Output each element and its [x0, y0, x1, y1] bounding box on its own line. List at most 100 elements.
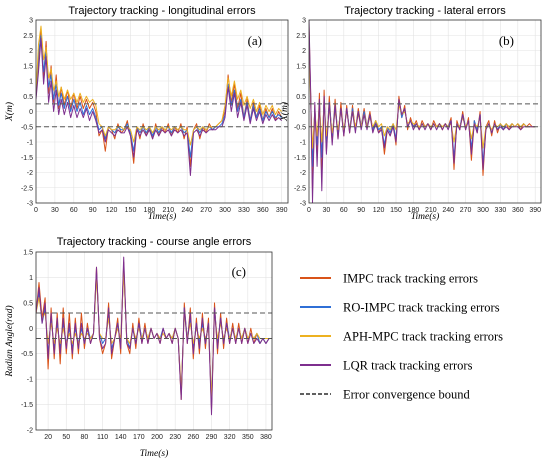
- y-tick-label: -2.5: [294, 185, 306, 192]
- x-tick-label: 90: [357, 207, 365, 214]
- chart-title: Trajectory tracking - lateral errors: [344, 5, 506, 17]
- y-tick-label: 0: [29, 109, 33, 116]
- y-tick-label: -1.5: [21, 155, 33, 162]
- x-tick-label: 150: [390, 207, 402, 214]
- x-tick-label: 300: [477, 207, 489, 214]
- x-tick-label: 240: [181, 207, 193, 214]
- y-tick-label: -1.5: [294, 155, 306, 162]
- x-tick-label: 320: [224, 434, 236, 441]
- x-tick-label: 290: [206, 434, 218, 441]
- x-tick-label: 30: [323, 207, 331, 214]
- x-tick-label: 0: [307, 207, 311, 214]
- x-tick-label: 180: [408, 207, 420, 214]
- y-tick-label: 0.5: [23, 94, 33, 101]
- x-tick-label: 140: [115, 434, 127, 441]
- y-tick-label: 1.5: [23, 63, 33, 70]
- panel-label: (b): [499, 33, 514, 48]
- y-tick-label: 0: [302, 109, 306, 116]
- x-tick-label: 120: [373, 207, 385, 214]
- y-tick-label: 2: [302, 48, 306, 55]
- x-tick-label: 120: [106, 207, 118, 214]
- y-tick-label: -3: [27, 201, 33, 208]
- y-tick-label: -2: [300, 170, 306, 177]
- panel-label: (c): [232, 264, 246, 279]
- x-tick-label: 390: [529, 207, 541, 214]
- y-tick-label: 1: [302, 79, 306, 86]
- x-tick-label: 380: [260, 434, 272, 441]
- y-tick-label: -1: [27, 377, 33, 384]
- plot-frame: [35, 19, 289, 204]
- y-tick-label: -2: [27, 170, 33, 177]
- chart-panel-course-angle: -2 -1.5 -1 -0.5 0 0.5 1 1.5 20 50 80 110 140 170 200 23…: [4, 236, 273, 459]
- x-tick-label: 110: [97, 434, 108, 441]
- x-tick-label: 330: [238, 207, 250, 214]
- x-tick-label: 200: [151, 434, 163, 441]
- x-tick-label: 270: [460, 207, 472, 214]
- legend-label: RO-IMPC track tracking errors: [343, 301, 500, 315]
- series-line-4: [36, 37, 283, 176]
- x-tick-label: 90: [89, 207, 97, 214]
- x-tick-label: 390: [276, 207, 288, 214]
- y-axis-label: X(m): [4, 102, 15, 122]
- chart-panel-longitudinal: -3-2.5-2-1.5-1-0.500.511.522.530 30 60 90 12…: [4, 5, 289, 222]
- x-tick-label: 80: [81, 434, 89, 441]
- x-tick-label: 30: [51, 207, 59, 214]
- x-axis-label: Time(s): [140, 448, 169, 459]
- series-line-4: [36, 256, 270, 416]
- y-tick-label: -0.5: [21, 124, 33, 131]
- x-axis-label: Time(s): [148, 211, 177, 222]
- x-tick-label: 300: [219, 207, 231, 214]
- x-tick-label: 230: [169, 434, 181, 441]
- y-tick-label: 2.5: [296, 33, 306, 40]
- legend-label: APH-MPC track tracking errors: [343, 330, 503, 344]
- legend: IMPC track tracking errors RO-IMPC track …: [300, 272, 503, 402]
- chart-panel-lateral: -3-2.5-2-1.5-1-0.500.511.522.530 30 60 90 12…: [279, 5, 542, 222]
- x-tick-label: 0: [34, 207, 38, 214]
- y-tick-label: -2.5: [21, 185, 33, 192]
- legend-item: IMPC track tracking errors: [300, 272, 478, 286]
- legend-item: Error convergence bound: [300, 388, 471, 402]
- x-tick-label: 210: [425, 207, 437, 214]
- y-tick-label: 2.5: [23, 33, 33, 40]
- chart-title: Trajectory tracking - longitudinal error…: [68, 5, 256, 17]
- x-tick-label: 20: [44, 434, 52, 441]
- legend-label: Error convergence bound: [343, 388, 471, 402]
- legend-item: APH-MPC track tracking errors: [300, 330, 503, 344]
- plot-area: [36, 252, 272, 430]
- x-tick-label: 360: [257, 207, 269, 214]
- plot-frame: [308, 19, 542, 204]
- legend-label: IMPC track tracking errors: [343, 272, 478, 286]
- x-tick-label: 180: [144, 207, 156, 214]
- x-tick-label: 350: [242, 434, 254, 441]
- series-line-4: [309, 20, 536, 203]
- y-tick-label: -1.5: [21, 402, 33, 409]
- y-tick-label: 1: [29, 275, 33, 282]
- chart-title: Trajectory tracking - course angle error…: [57, 236, 252, 248]
- y-tick-label: 1.5: [23, 250, 33, 257]
- y-tick-label: 3: [29, 18, 33, 25]
- y-tick-label: 1.5: [296, 63, 306, 70]
- y-tick-label: 1: [29, 79, 33, 86]
- y-tick-label: 0.5: [23, 300, 33, 307]
- y-tick-label: -2: [27, 428, 33, 435]
- y-tick-label: 2: [29, 48, 33, 55]
- legend-label: LQR track tracking errors: [343, 359, 473, 373]
- x-tick-label: 60: [70, 207, 78, 214]
- x-tick-label: 50: [62, 434, 70, 441]
- x-tick-label: 270: [200, 207, 212, 214]
- x-tick-label: 150: [125, 207, 137, 214]
- x-tick-label: 260: [187, 434, 199, 441]
- x-tick-label: 60: [340, 207, 348, 214]
- y-tick-label: -1: [300, 140, 306, 147]
- panel-label: (a): [248, 33, 262, 48]
- x-tick-label: 170: [133, 434, 145, 441]
- y-tick-label: -1: [27, 140, 33, 147]
- y-tick-label: -3: [300, 201, 306, 208]
- x-axis-label: Time(s): [411, 211, 440, 222]
- y-tick-label: 0.5: [296, 94, 306, 101]
- x-tick-label: 240: [442, 207, 454, 214]
- series-line-3: [36, 25, 283, 146]
- legend-item: LQR track tracking errors: [300, 359, 473, 373]
- x-tick-label: 360: [512, 207, 524, 214]
